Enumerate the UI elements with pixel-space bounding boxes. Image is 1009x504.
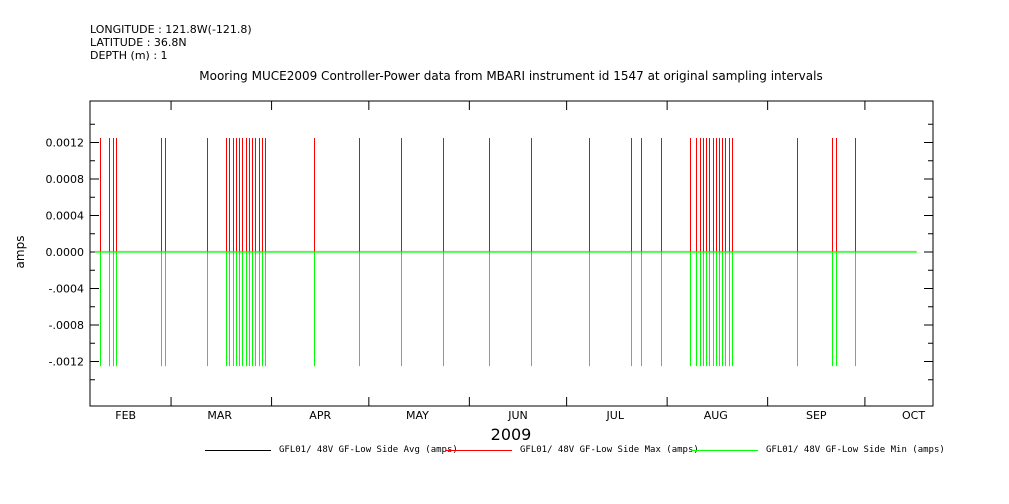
x-tick-label: AUG (704, 409, 728, 422)
x-tick-label: SEP (806, 409, 827, 422)
x-axis: FEB MAR APR MAY JUN JUL AUG SEP OCT (115, 101, 925, 422)
y-tick-label: 0.0000 (46, 246, 85, 259)
x-tick-label: OCT (902, 409, 925, 422)
x-axis-label: 2009 (491, 425, 532, 444)
longitude-label: LONGITUDE : 121.8W(-121.8) (90, 23, 252, 36)
x-tick-label: APR (309, 409, 331, 422)
y-tick-label: 0.0012 (46, 137, 85, 150)
legend: GFL01/ 48V GF-Low Side Avg (amps) GFL01/… (0, 445, 1009, 465)
plot-frame (89, 100, 934, 407)
x-tick-label: JUL (606, 409, 625, 422)
chart-title: Mooring MUCE2009 Controller-Power data f… (199, 69, 822, 83)
y-tick-label: 0.0004 (46, 210, 85, 223)
min-series (94, 251, 917, 367)
y-tick-label: -.0004 (49, 283, 84, 296)
x-tick-label: MAY (406, 409, 429, 422)
legend-label-min: GFL01/ 48V GF-Low Side Min (amps) (766, 445, 945, 455)
depth-label: DEPTH (m) : 1 (90, 49, 168, 62)
x-tick-label: MAR (207, 409, 232, 422)
x-tick-label: JUN (507, 409, 528, 422)
y-tick-label: -.0008 (49, 319, 84, 332)
max-series (100, 137, 856, 252)
legend-item-avg: GFL01/ 48V GF-Low Side Avg (amps) (205, 445, 458, 455)
legend-item-max: GFL01/ 48V GF-Low Side Max (amps) (446, 445, 699, 455)
legend-label-avg: GFL01/ 48V GF-Low Side Avg (amps) (279, 445, 458, 455)
y-axis-label: amps (13, 236, 27, 269)
legend-swatch-min (692, 449, 758, 451)
x-tick-label: FEB (115, 409, 136, 422)
legend-swatch-max (446, 449, 512, 451)
y-tick-label: -.0012 (49, 356, 84, 369)
y-tick-label: 0.0008 (46, 173, 85, 186)
legend-swatch-avg (205, 449, 271, 451)
legend-label-max: GFL01/ 48V GF-Low Side Max (amps) (520, 445, 699, 455)
y-axis: 0.0012 0.0008 0.0004 0.0000 -.0004 -.0008 -.00… (46, 123, 933, 381)
legend-item-min: GFL01/ 48V GF-Low Side Min (amps) (692, 445, 945, 455)
latitude-label: LATITUDE : 36.8N (90, 36, 187, 49)
